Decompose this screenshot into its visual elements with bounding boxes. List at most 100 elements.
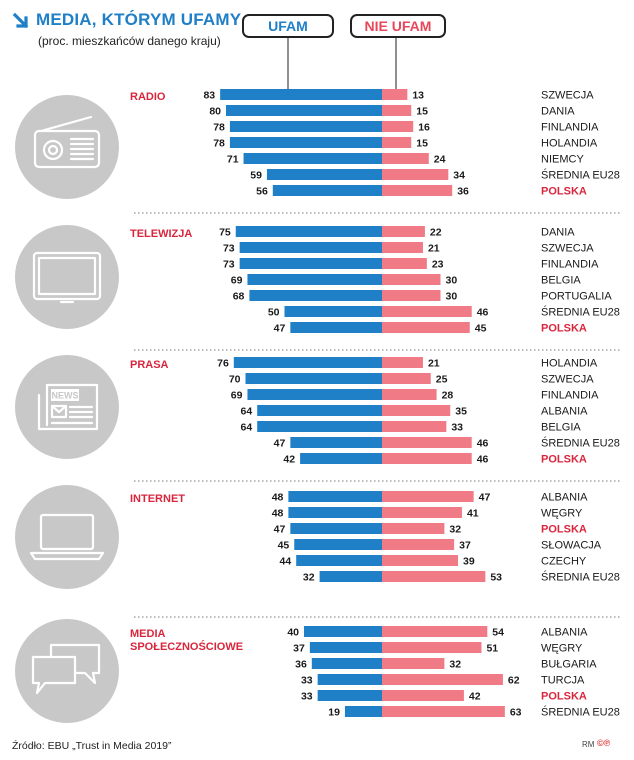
trust-value-label: 69: [231, 275, 243, 287]
distrust-value-label: 42: [469, 691, 481, 703]
trust-bar: [309, 642, 382, 653]
distrust-value-label: 37: [459, 540, 471, 552]
distrust-bar: [382, 137, 412, 148]
distrust-value-label: 21: [428, 243, 440, 255]
trust-value-label: 36: [295, 659, 307, 671]
distrust-bar: [382, 105, 412, 116]
country-label: ALBANIA: [541, 492, 588, 504]
country-label: HOLANDIA: [541, 358, 598, 370]
distrust-bar: [382, 274, 441, 285]
country-label: ALBANIA: [541, 406, 588, 418]
country-label: ALBANIA: [541, 627, 588, 639]
trust-bar: [317, 674, 382, 685]
icon-circle: [15, 619, 119, 723]
country-label: POLSKA: [541, 323, 587, 335]
distrust-value-label: 13: [412, 90, 424, 102]
trust-value-label: 48: [272, 492, 284, 504]
distrust-value-label: 39: [463, 556, 475, 568]
distrust-value-label: 36: [457, 186, 469, 198]
distrust-value-label: 32: [449, 659, 461, 671]
distrust-bar: [382, 571, 486, 582]
trust-value-label: 56: [256, 186, 268, 198]
distrust-bar: [382, 258, 427, 269]
country-label: DANIA: [541, 227, 575, 239]
trust-bar: [239, 242, 382, 253]
distrust-value-label: 21: [428, 358, 440, 370]
distrust-value-label: 33: [451, 422, 463, 434]
distrust-bar: [382, 373, 431, 384]
country-label: WĘGRY: [541, 643, 583, 655]
trust-value-label: 68: [233, 291, 245, 303]
distrust-bar: [382, 185, 453, 196]
trust-bar: [247, 389, 382, 400]
trust-bar: [344, 706, 382, 717]
trust-bar: [288, 491, 382, 502]
trust-value-label: 73: [223, 243, 235, 255]
trust-bar: [229, 121, 382, 132]
trust-value-label: 33: [301, 691, 313, 703]
group-label: MEDIA: [130, 628, 166, 640]
trust-value-label: 33: [301, 675, 313, 687]
copyright-logo: ©℗: [597, 738, 611, 748]
trust-bar: [233, 357, 382, 368]
group-label: PRASA: [130, 359, 169, 371]
page-subtitle: (proc. mieszkańców danego kraju): [38, 34, 221, 48]
svg-text:NEWS: NEWS: [52, 391, 79, 401]
country-label: POLSKA: [541, 524, 587, 536]
distrust-value-label: 23: [432, 259, 444, 271]
page-title: MEDIA, KTÓRYM UFAMY: [36, 10, 242, 29]
source-note: Źródło: EBU „Trust in Media 2019”: [12, 740, 172, 752]
trust-bar: [319, 571, 382, 582]
country-label: POLSKA: [541, 454, 587, 466]
chat-bubbles-icon: [31, 643, 101, 695]
credit-label: RM: [582, 740, 595, 749]
country-label: WĘGRY: [541, 508, 583, 520]
country-label: ŚREDNIA EU28: [541, 706, 620, 719]
distrust-value-label: 54: [492, 627, 504, 639]
distrust-value-label: 28: [442, 390, 454, 402]
country-label: SZWECJA: [541, 90, 594, 102]
trust-bar: [239, 258, 382, 269]
distrust-value-label: 63: [510, 707, 522, 719]
trust-value-label: 76: [217, 358, 229, 370]
trust-bar: [243, 153, 382, 164]
distrust-value-label: 35: [455, 406, 467, 418]
distrust-bar: [382, 658, 445, 669]
trust-bar: [257, 405, 382, 416]
trust-bar: [300, 453, 382, 464]
trust-bar: [311, 658, 382, 669]
distrust-bar: [382, 690, 464, 701]
trust-value-label: 50: [268, 307, 280, 319]
trust-value-label: 59: [250, 170, 262, 182]
trust-value-label: 70: [229, 374, 241, 386]
trust-value-label: 40: [287, 627, 299, 639]
distrust-value-label: 24: [434, 154, 446, 166]
trust-bar: [290, 523, 382, 534]
country-label: SŁOWACJA: [541, 540, 602, 552]
trust-bar: [266, 169, 382, 180]
group-label: INTERNET: [130, 493, 185, 505]
trust-bar: [257, 421, 382, 432]
trust-value-label: 44: [280, 556, 292, 568]
country-label: POLSKA: [541, 691, 587, 703]
trust-value-label: 78: [213, 122, 225, 134]
trust-bar: [245, 373, 382, 384]
trust-value-label: 32: [303, 572, 315, 584]
distrust-value-label: 53: [490, 572, 502, 584]
distrust-value-label: 15: [416, 106, 428, 118]
country-label: BELGIA: [541, 422, 581, 434]
country-label: FINLANDIA: [541, 259, 599, 271]
distrust-value-label: 22: [430, 227, 442, 239]
trust-bar: [288, 507, 382, 518]
country-label: CZECHY: [541, 556, 587, 568]
distrust-value-label: 15: [416, 138, 428, 150]
distrust-bar: [382, 437, 472, 448]
trust-bar: [249, 290, 382, 301]
distrust-bar: [382, 389, 437, 400]
country-label: TURCJA: [541, 675, 585, 687]
distrust-bar: [382, 626, 488, 637]
country-label: ŚREDNIA EU28: [541, 306, 620, 319]
distrust-value-label: 30: [446, 275, 458, 287]
trust-bar: [290, 437, 382, 448]
